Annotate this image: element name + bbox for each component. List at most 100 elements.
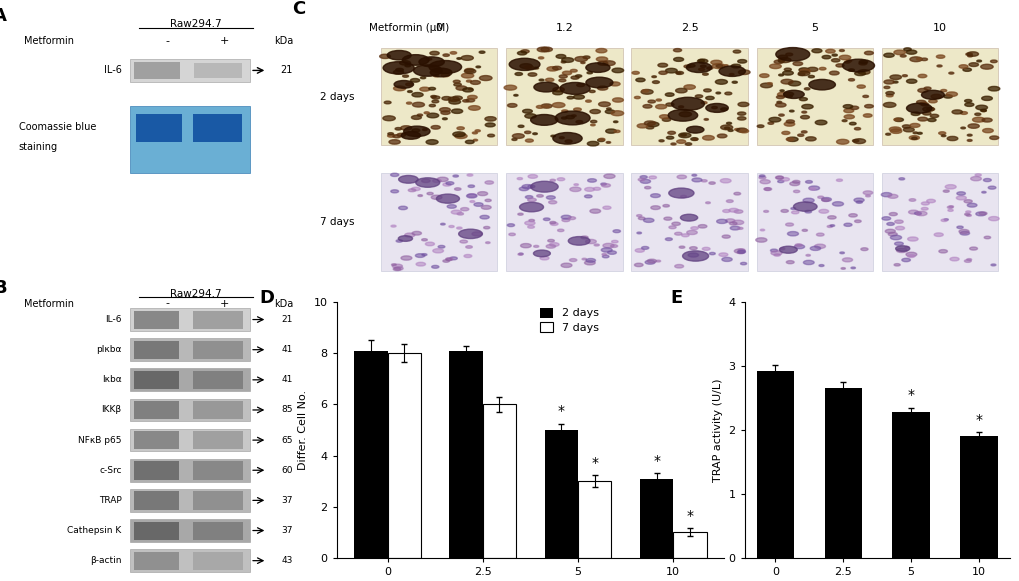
FancyBboxPatch shape: [193, 401, 243, 419]
Text: 37: 37: [281, 526, 292, 535]
Circle shape: [485, 199, 491, 202]
FancyBboxPatch shape: [135, 371, 178, 389]
Circle shape: [692, 138, 697, 140]
Circle shape: [539, 79, 543, 81]
Circle shape: [642, 105, 651, 108]
Circle shape: [843, 105, 852, 109]
Circle shape: [839, 252, 844, 254]
Circle shape: [703, 119, 708, 120]
Circle shape: [759, 180, 769, 184]
Circle shape: [962, 68, 970, 71]
Circle shape: [814, 244, 824, 249]
Circle shape: [978, 212, 986, 215]
Circle shape: [667, 131, 675, 134]
Circle shape: [641, 89, 648, 92]
Circle shape: [782, 71, 793, 75]
Text: Metformin (μM): Metformin (μM): [369, 23, 449, 33]
FancyBboxPatch shape: [130, 59, 250, 82]
Circle shape: [529, 220, 534, 221]
Circle shape: [644, 187, 650, 189]
Circle shape: [451, 109, 463, 113]
Circle shape: [676, 140, 685, 144]
Circle shape: [740, 263, 746, 265]
Circle shape: [965, 214, 970, 216]
Circle shape: [920, 58, 926, 60]
Circle shape: [698, 225, 706, 228]
Circle shape: [533, 67, 538, 69]
Circle shape: [598, 102, 609, 106]
Circle shape: [888, 232, 897, 236]
Text: 60: 60: [281, 466, 292, 475]
Circle shape: [700, 102, 706, 104]
Circle shape: [803, 260, 813, 264]
Circle shape: [829, 225, 834, 227]
Circle shape: [506, 224, 514, 227]
Circle shape: [392, 135, 400, 138]
Circle shape: [427, 113, 438, 118]
Circle shape: [798, 68, 808, 72]
Circle shape: [665, 103, 674, 106]
Bar: [354, 351, 387, 558]
Circle shape: [644, 121, 655, 125]
Circle shape: [570, 69, 577, 72]
Circle shape: [779, 114, 784, 116]
Circle shape: [519, 187, 528, 191]
Circle shape: [650, 206, 659, 210]
FancyBboxPatch shape: [756, 173, 872, 271]
Circle shape: [864, 51, 872, 55]
Circle shape: [967, 55, 971, 57]
Circle shape: [517, 178, 522, 180]
FancyBboxPatch shape: [193, 431, 243, 450]
Circle shape: [640, 175, 647, 178]
Circle shape: [659, 114, 668, 119]
Circle shape: [583, 56, 589, 59]
Circle shape: [597, 86, 607, 90]
Circle shape: [920, 207, 927, 210]
Circle shape: [964, 99, 971, 102]
Circle shape: [528, 185, 534, 188]
Circle shape: [884, 91, 894, 95]
Text: D: D: [259, 289, 274, 307]
Circle shape: [916, 101, 925, 104]
Circle shape: [905, 50, 916, 54]
Circle shape: [632, 71, 639, 74]
Circle shape: [503, 85, 517, 90]
Text: pIκbα: pIκbα: [96, 345, 121, 354]
Circle shape: [424, 112, 429, 114]
Circle shape: [664, 93, 674, 96]
Circle shape: [884, 229, 895, 233]
Circle shape: [408, 189, 416, 192]
Circle shape: [726, 200, 733, 203]
FancyBboxPatch shape: [135, 461, 178, 479]
Circle shape: [431, 266, 438, 268]
Text: Iκbα: Iκbα: [102, 375, 121, 384]
Circle shape: [585, 77, 612, 88]
Circle shape: [476, 66, 480, 68]
Circle shape: [410, 78, 419, 82]
Circle shape: [987, 87, 999, 91]
Circle shape: [926, 107, 933, 111]
Circle shape: [522, 185, 532, 189]
Text: 2 days: 2 days: [320, 92, 355, 102]
Circle shape: [460, 240, 467, 243]
Circle shape: [705, 96, 713, 100]
Circle shape: [412, 231, 421, 235]
Circle shape: [429, 105, 435, 107]
Circle shape: [561, 110, 568, 112]
Circle shape: [429, 51, 439, 55]
Circle shape: [392, 264, 403, 268]
Circle shape: [858, 62, 866, 65]
Circle shape: [792, 180, 799, 183]
Circle shape: [467, 174, 473, 176]
Text: 21: 21: [280, 66, 292, 76]
Circle shape: [907, 237, 917, 241]
Circle shape: [718, 66, 745, 77]
Text: IL-6: IL-6: [104, 66, 121, 76]
Circle shape: [530, 181, 557, 192]
Circle shape: [571, 76, 579, 79]
Circle shape: [446, 205, 455, 208]
Circle shape: [421, 239, 427, 241]
Circle shape: [706, 67, 712, 69]
Circle shape: [552, 87, 564, 92]
Text: 10: 10: [932, 23, 947, 33]
